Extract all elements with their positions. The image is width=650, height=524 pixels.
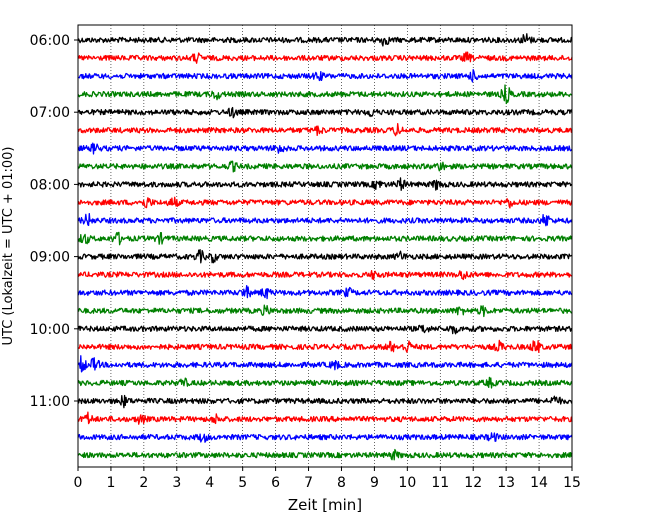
y-tick-label: 09:00 <box>30 250 70 266</box>
trace-line-0745 <box>77 160 573 173</box>
x-tick-label: 9 <box>370 475 379 491</box>
trace-line-0700 <box>77 106 573 119</box>
trace-line-0915 <box>77 269 573 281</box>
x-tick-label: 2 <box>139 475 148 491</box>
y-tick-label: 10:00 <box>30 322 70 338</box>
trace-line-1045 <box>77 376 573 389</box>
trace-line-0615 <box>77 51 573 64</box>
x-axis-ticks: 0 1 2 3 4 5 6 7 8 9 10 11 12 13 14 15 <box>74 467 581 491</box>
x-tick-label: 11 <box>431 475 449 491</box>
x-tick-label: 6 <box>271 475 280 491</box>
trace-line-1115 <box>77 411 573 425</box>
trace-line-0930 <box>77 285 573 300</box>
trace-line-0900 <box>77 248 573 264</box>
trace-line-0830 <box>77 212 573 227</box>
trace-line-0630 <box>77 69 573 83</box>
trace-line-1030 <box>77 355 573 373</box>
trace-line-1100 <box>77 394 573 409</box>
trace-line-1000 <box>77 324 573 335</box>
y-tick-label: 08:00 <box>30 177 70 193</box>
y-axis-ticks: 06:00 07:00 08:00 09:00 10:00 11:00 <box>30 33 78 410</box>
x-tick-label: 14 <box>530 475 548 491</box>
x-tick-label: 5 <box>238 475 247 491</box>
trace-line-0600 <box>77 33 573 47</box>
plot-frame <box>77 24 573 468</box>
y-tick-label: 07:00 <box>30 105 70 121</box>
x-tick-label: 13 <box>497 475 515 491</box>
x-tick-label: 8 <box>337 475 346 491</box>
trace-line-0730 <box>77 142 573 155</box>
trace-lines <box>77 33 573 461</box>
trace-line-0645 <box>77 84 573 105</box>
x-tick-label: 3 <box>172 475 181 491</box>
y-tick-label: 11:00 <box>30 394 70 410</box>
y-axis-label: UTC (Lokalzeit = UTC + 01:00) <box>1 147 16 346</box>
x-axis-label: Zeit [min] <box>288 496 362 514</box>
trace-line-1130 <box>77 432 573 443</box>
x-tick-label: 4 <box>205 475 214 491</box>
x-tick-label: 15 <box>563 475 581 491</box>
trace-line-0715 <box>77 122 573 137</box>
y-tick-label: 06:00 <box>30 33 70 49</box>
trace-line-0945 <box>78 304 573 318</box>
trace-line-1145 <box>77 448 573 461</box>
trace-line-0815 <box>77 196 573 209</box>
x-tick-label: 10 <box>398 475 416 491</box>
x-tick-label: 12 <box>464 475 482 491</box>
x-tick-label: 1 <box>106 475 115 491</box>
trace-line-0800 <box>77 177 573 191</box>
trace-line-0845 <box>77 231 573 246</box>
x-tick-label: 0 <box>74 475 83 491</box>
trace-line-1015 <box>77 339 573 354</box>
x-tick-label: 7 <box>304 475 313 491</box>
